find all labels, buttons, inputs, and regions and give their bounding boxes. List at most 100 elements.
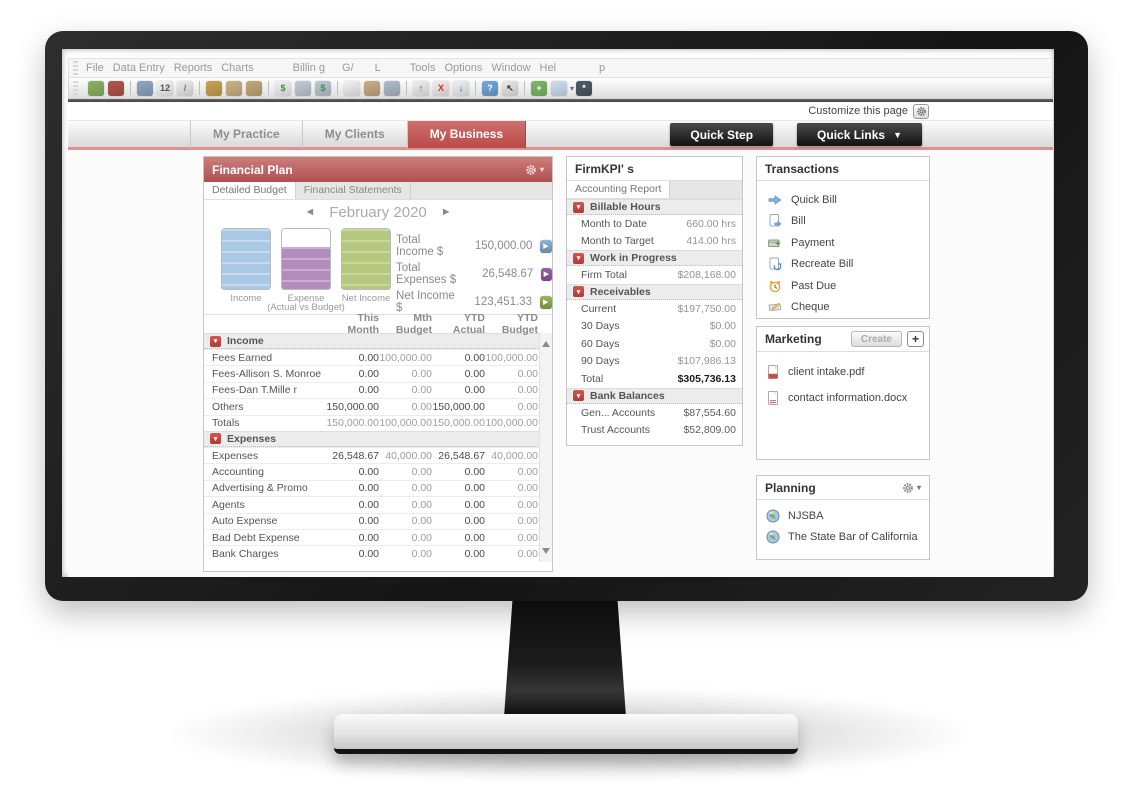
cell-value: 0.00 <box>517 466 538 479</box>
briefcase-icon[interactable] <box>364 80 380 96</box>
add-file-button[interactable]: + <box>907 331 924 347</box>
dollar-icon[interactable]: $ <box>275 80 291 96</box>
create-button[interactable]: Create <box>850 331 902 347</box>
transaction-item-past-due[interactable]: Past Due <box>757 275 929 297</box>
menu-item-p[interactable]: p <box>599 62 606 74</box>
tab-accounting-report[interactable]: Accounting Report <box>567 181 671 198</box>
menu-item-g-[interactable]: G/ <box>342 62 354 74</box>
app-window: File Data Entry Reports Charts Billin g G/L To… <box>68 58 1053 577</box>
cursor-help-icon[interactable]: ↖ <box>502 80 518 96</box>
quick-step-button[interactable]: Quick Step <box>670 123 774 146</box>
table-row[interactable]: Accounting 0.00 0.00 0.00 0.00 <box>204 463 552 479</box>
transaction-item-cheque[interactable]: Cheque <box>757 297 929 319</box>
transaction-label: Quick Bill <box>791 193 837 206</box>
column-header: This Month <box>347 312 380 336</box>
export-icon[interactable]: ↑ <box>413 80 429 96</box>
clipboard-icon[interactable] <box>137 80 153 96</box>
table-scrollbar[interactable] <box>539 333 552 562</box>
next-month-arrow[interactable]: ► <box>440 206 452 218</box>
marketing-panel: Marketing Create + client intake.pdf cont… <box>756 326 930 460</box>
transaction-item-recreate-bill[interactable]: Recreate Bill <box>757 254 929 276</box>
table-row[interactable]: Fees-Allison S. Monroe 0.00 0.00 0.00 0.00 <box>204 365 552 381</box>
menu-item-hel[interactable]: Hel <box>539 62 557 74</box>
table-row[interactable]: Auto Expense 0.00 0.00 0.00 0.00 <box>204 512 552 529</box>
save-icon[interactable] <box>384 80 400 96</box>
menu-item-window[interactable]: Window <box>491 62 531 74</box>
scroll-down-icon[interactable] <box>542 547 550 554</box>
help-icon[interactable]: ? <box>482 80 498 96</box>
window-icon[interactable] <box>551 80 567 96</box>
menu-item-billin-g[interactable]: Billin g <box>292 62 326 74</box>
calendar-icon[interactable]: 12 <box>157 80 173 96</box>
planning-link-item[interactable]: NJSBA <box>757 507 929 525</box>
chevron-down-icon[interactable]: ▾ <box>539 165 544 174</box>
menu-item-tools[interactable]: Tools <box>409 62 436 74</box>
download-icon[interactable]: ↓ <box>453 80 469 96</box>
drilldown-arrow-button[interactable]: ▶ <box>540 239 552 253</box>
planning-label: The State Bar of California <box>788 531 918 543</box>
table-row[interactable]: Bad Debt Expense 0.00 0.00 0.00 0.00 <box>204 528 552 545</box>
collapse-toggle-icon[interactable]: ▾ <box>210 433 221 445</box>
kpi-row: 30 Days $0.00 <box>567 317 742 335</box>
switch-icon[interactable]: * <box>576 80 593 96</box>
gear-icon[interactable] <box>525 164 537 176</box>
transaction-item-payment[interactable]: Payment <box>757 232 929 254</box>
folder-closed-icon[interactable] <box>246 80 262 96</box>
menu-item-data-entry[interactable]: Data Entry <box>112 62 165 74</box>
collapse-toggle-icon[interactable]: ▾ <box>573 286 584 298</box>
collapse-toggle-icon[interactable]: ▾ <box>573 201 584 213</box>
menu-item-options[interactable]: Options <box>444 62 483 74</box>
table-row[interactable]: Bank Charges 0.00 0.00 0.00 0.00 <box>204 545 552 561</box>
chevron-down-icon[interactable]: ▾ <box>916 483 921 492</box>
customize-label[interactable]: Customize this page <box>808 105 908 117</box>
globe-icon <box>766 530 780 544</box>
activity-icon[interactable] <box>88 80 104 96</box>
scissors-icon[interactable]: X <box>433 80 449 96</box>
signature-icon[interactable]: / <box>177 80 193 96</box>
transaction-item-bill[interactable]: Bill <box>757 211 929 233</box>
globe-icon <box>766 509 780 523</box>
tab-my-clients[interactable]: My Clients <box>303 120 408 148</box>
table-row[interactable]: Others 150,000.00 0.00 150,000.00 0.00 <box>204 398 552 414</box>
collapse-toggle-icon[interactable]: ▾ <box>573 252 584 264</box>
customize-gear-button[interactable] <box>913 103 929 119</box>
menu-item-charts[interactable]: Charts <box>221 62 254 74</box>
menu-item-file[interactable]: File <box>86 62 104 74</box>
ledger-dollar-icon[interactable]: $ <box>315 80 331 96</box>
planning-link-item[interactable]: The State Bar of California <box>757 528 929 546</box>
tab-my-practice[interactable]: My Practice <box>190 120 303 148</box>
collapse-toggle-icon[interactable]: ▾ <box>210 335 221 347</box>
tab-financial-statements[interactable]: Financial Statements <box>296 182 411 199</box>
marketing-file-item[interactable]: client intake.pdf <box>757 362 929 382</box>
menu-item-l[interactable]: L <box>374 62 381 74</box>
menu-item-reports[interactable]: Reports <box>173 62 213 74</box>
gear-icon[interactable] <box>902 482 914 494</box>
chevron-down-icon[interactable]: ▾ <box>570 83 575 93</box>
note-edit-icon[interactable] <box>344 80 360 96</box>
marketing-file-item[interactable]: contact information.docx <box>757 388 929 408</box>
quick-links-button[interactable]: Quick Links ▼ <box>797 123 922 146</box>
table-row[interactable]: Fees Earned 0.00 100,000.00 0.00 100,000.00 <box>204 349 552 365</box>
collapse-toggle-icon[interactable]: ▾ <box>573 390 584 402</box>
scroll-up-icon[interactable] <box>542 341 550 347</box>
navigate-icon[interactable]: + <box>531 80 547 96</box>
table-row[interactable]: Agents 0.00 0.00 0.00 0.00 <box>204 496 552 512</box>
kpi-section-work-in-progress: ▾ Work in Progress <box>567 250 742 267</box>
prev-month-arrow[interactable]: ◄ <box>304 206 316 218</box>
folder-open-icon[interactable] <box>226 80 242 96</box>
tab-detailed-budget[interactable]: Detailed Budget <box>204 182 296 199</box>
scales-icon[interactable] <box>206 80 222 96</box>
drilldown-arrow-button[interactable]: ▶ <box>541 267 552 281</box>
table-row[interactable]: Expenses 26,548.67 40,000.00 26,548.67 40,00… <box>204 446 552 463</box>
main-tabs: My Practice My Clients My Business <box>68 120 527 148</box>
table-row[interactable]: Advertising & Promo 0.00 0.00 0.00 0.00 <box>204 479 552 496</box>
kpi-value: $305,736.13 <box>677 372 736 385</box>
ledger-icon[interactable] <box>295 80 311 96</box>
transactions-panel: Transactions Quick Bill Bill Payment Recrea… <box>756 156 930 319</box>
transaction-item-quick-bill[interactable]: Quick Bill <box>757 189 929 211</box>
tab-my-business[interactable]: My Business <box>407 120 527 148</box>
drilldown-arrow-button[interactable]: ▶ <box>539 295 552 309</box>
helmet-icon[interactable] <box>108 80 124 96</box>
table-row[interactable]: Totals 150,000.00 100,000.00 150,000.00 100,… <box>204 414 552 431</box>
table-row[interactable]: Fees-Dan T.Mille r 0.00 0.00 0.00 0.00 <box>204 381 552 398</box>
